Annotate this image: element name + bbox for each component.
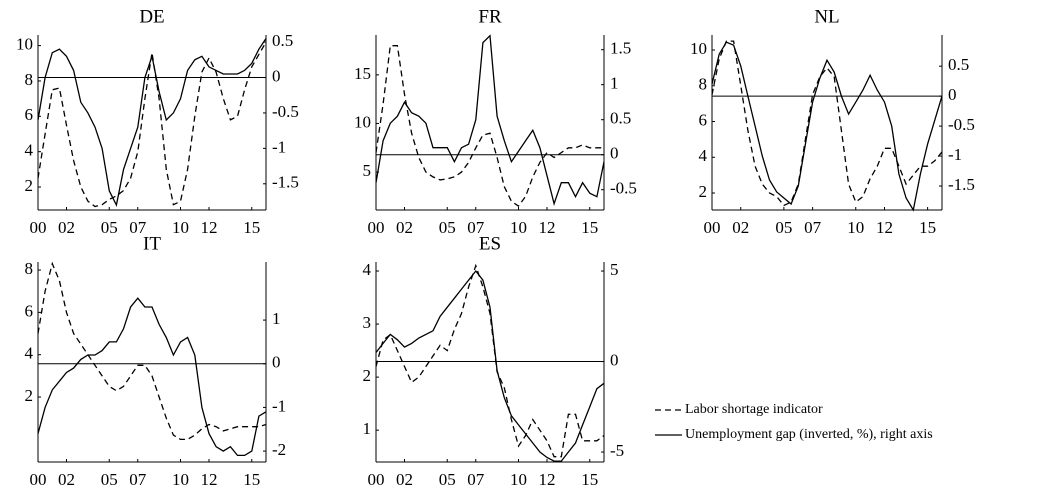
x-tick-label: 02 <box>58 470 75 489</box>
y-tick-label: 2 <box>25 386 34 405</box>
x-tick-label: 15 <box>243 218 260 237</box>
x-tick-label: 07 <box>804 218 822 237</box>
y2-tick-label: -1 <box>272 396 286 415</box>
series-line <box>37 38 267 207</box>
x-tick-label: 05 <box>439 470 456 489</box>
x-tick-label: 10 <box>172 218 189 237</box>
y-tick-label: 4 <box>25 141 34 160</box>
x-tick-label: 15 <box>919 218 936 237</box>
y2-tick-label: 0 <box>610 144 619 163</box>
y-tick-label: 8 <box>699 75 708 94</box>
y-tick-label: 6 <box>25 105 34 124</box>
panel-title: FR <box>478 6 502 27</box>
y-tick-label: 8 <box>25 259 34 278</box>
x-tick-label: 02 <box>396 218 413 237</box>
y2-tick-label: -1 <box>272 137 286 156</box>
y-tick-label: 2 <box>25 176 34 195</box>
y2-tick-label: -0.5 <box>948 115 975 134</box>
y-tick-label: 8 <box>25 70 34 89</box>
x-tick-label: 05 <box>101 218 118 237</box>
panel-title: DE <box>139 6 164 27</box>
series-line <box>375 263 605 458</box>
y-tick-label: 2 <box>699 182 708 201</box>
y-tick-label: 3 <box>363 313 372 332</box>
series-line <box>37 297 267 457</box>
panel-title: IT <box>143 233 161 254</box>
x-tick-label: 07 <box>467 470 485 489</box>
x-tick-label: 02 <box>396 470 413 489</box>
series-line <box>711 41 943 212</box>
x-tick-label: 12 <box>539 470 556 489</box>
y2-tick-label: 1 <box>272 309 281 328</box>
x-tick-label: 12 <box>876 218 893 237</box>
x-tick-label: 05 <box>101 470 118 489</box>
x-tick-label: 07 <box>129 470 147 489</box>
x-tick-label: 00 <box>704 218 721 237</box>
y-tick-label: 15 <box>354 64 371 83</box>
x-tick-label: 07 <box>129 218 147 237</box>
y-tick-label: 6 <box>699 110 708 129</box>
x-tick-label: 10 <box>510 470 527 489</box>
x-tick-label: 15 <box>581 470 598 489</box>
series-line <box>37 261 267 441</box>
x-tick-label: 12 <box>539 218 556 237</box>
y2-tick-label: 0 <box>272 66 281 85</box>
x-tick-label: 10 <box>172 470 189 489</box>
x-tick-label: 05 <box>439 218 456 237</box>
y-tick-label: 10 <box>690 39 707 58</box>
y2-tick-label: 0 <box>610 350 619 369</box>
y-tick-label: 1 <box>363 419 372 438</box>
y-tick-label: 4 <box>699 146 708 165</box>
y2-tick-label: 0.5 <box>610 109 631 128</box>
x-tick-label: 07 <box>467 218 485 237</box>
y2-tick-label: -0.5 <box>610 179 637 198</box>
x-tick-label: 02 <box>58 218 75 237</box>
y2-tick-label: 0 <box>272 353 281 372</box>
y2-tick-label: 0.5 <box>272 31 293 50</box>
legend-label: Unemployment gap (inverted, %), right ax… <box>685 427 933 442</box>
y2-tick-label: 0 <box>948 85 957 104</box>
y-tick-label: 6 <box>25 301 34 320</box>
series-line <box>375 269 605 462</box>
x-tick-label: 02 <box>732 218 749 237</box>
x-tick-label: 00 <box>30 218 47 237</box>
y2-tick-label: -5 <box>610 441 624 460</box>
y-tick-label: 2 <box>363 366 372 385</box>
x-tick-label: 00 <box>368 470 385 489</box>
series-line <box>711 40 943 207</box>
panel-title: ES <box>479 233 501 254</box>
y2-tick-label: 1.5 <box>610 39 631 58</box>
x-tick-label: 10 <box>510 218 527 237</box>
y2-tick-label: -2 <box>272 440 286 459</box>
y-tick-label: 10 <box>354 112 371 131</box>
x-tick-label: 12 <box>201 218 218 237</box>
x-tick-label: 12 <box>201 470 218 489</box>
y-tick-label: 5 <box>363 161 372 180</box>
legend-label: Labor shortage indicator <box>685 402 823 417</box>
y2-tick-label: 5 <box>610 260 619 279</box>
x-tick-label: 15 <box>581 218 598 237</box>
series-line <box>37 41 267 208</box>
y2-tick-label: 0.5 <box>948 55 969 74</box>
y2-tick-label: -1.5 <box>272 173 299 192</box>
x-tick-label: 00 <box>30 470 47 489</box>
y-tick-label: 4 <box>25 344 34 363</box>
y2-tick-label: -1.5 <box>948 175 975 194</box>
x-tick-label: 00 <box>368 218 385 237</box>
y-tick-label: 10 <box>16 35 33 54</box>
x-tick-label: 05 <box>775 218 792 237</box>
y2-tick-label: 1 <box>610 74 619 93</box>
series-line <box>375 45 604 207</box>
y-tick-label: 4 <box>363 260 372 279</box>
panel-title: NL <box>814 6 839 27</box>
series-line <box>375 34 605 206</box>
x-tick-label: 10 <box>847 218 864 237</box>
y2-tick-label: -0.5 <box>272 102 299 121</box>
x-tick-label: 15 <box>243 470 260 489</box>
y2-tick-label: -1 <box>948 145 962 164</box>
